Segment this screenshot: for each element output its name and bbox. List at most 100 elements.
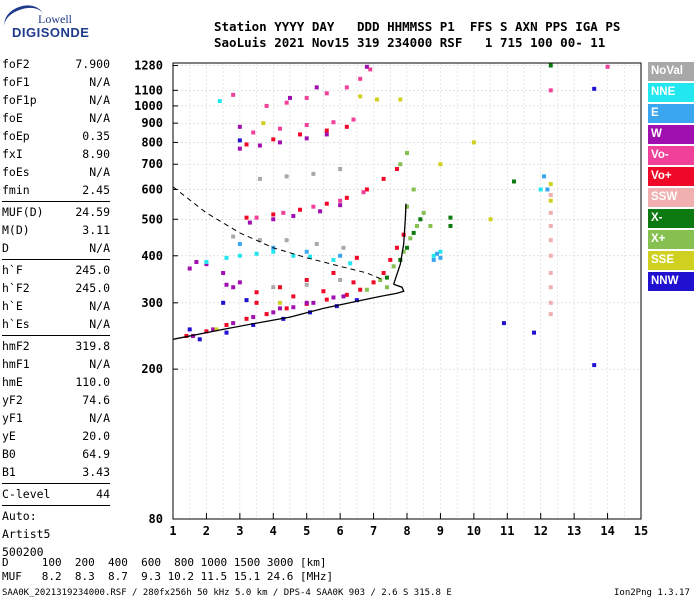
echo-point bbox=[501, 321, 506, 326]
param-separator bbox=[2, 483, 110, 484]
echo-point bbox=[548, 88, 553, 93]
echo-point bbox=[324, 297, 329, 302]
param-row: hmF2 319.8 bbox=[2, 337, 110, 355]
param-value: 74.6 bbox=[82, 393, 110, 407]
echo-point bbox=[237, 241, 242, 246]
echo-point bbox=[338, 253, 343, 258]
echo-point bbox=[361, 190, 366, 195]
echo-point bbox=[237, 124, 242, 129]
header-row-values: SaoLuis 2021 Nov15 319 234000 RSF 1 715 … bbox=[214, 35, 606, 50]
echo-point bbox=[354, 255, 359, 260]
param-name: h`E bbox=[2, 299, 23, 313]
param-name: MUF(D) bbox=[2, 205, 44, 219]
echo-point bbox=[224, 255, 229, 260]
param-value: 3.11 bbox=[82, 223, 110, 237]
param-value: N/A bbox=[89, 299, 110, 313]
auto-scaling-line1: Auto: bbox=[2, 509, 37, 523]
echo-point bbox=[548, 271, 553, 276]
echo-point bbox=[415, 223, 420, 228]
echo-point bbox=[421, 210, 426, 215]
echo-point bbox=[431, 257, 436, 262]
echo-point bbox=[341, 245, 346, 250]
electron-density-profile bbox=[172, 283, 405, 340]
echo-point bbox=[251, 315, 256, 320]
echo-point bbox=[548, 253, 553, 258]
echo-point bbox=[371, 280, 376, 285]
param-value: N/A bbox=[89, 93, 110, 107]
param-value: 20.0 bbox=[82, 429, 110, 443]
echo-point bbox=[405, 245, 409, 250]
echo-point bbox=[314, 241, 319, 246]
profile-upper-branch bbox=[392, 203, 407, 285]
footer-version: Ion2Png 1.3.17 bbox=[614, 588, 690, 598]
muf-distance-row: D 100 200 400 600 800 1000 1500 3000 [km… bbox=[2, 556, 327, 569]
echo-point bbox=[398, 257, 403, 262]
echo-point bbox=[244, 215, 249, 220]
echo-point bbox=[304, 300, 309, 305]
echo-point bbox=[548, 198, 553, 203]
echo-point bbox=[291, 305, 296, 310]
x-tick-label: 4 bbox=[270, 524, 277, 538]
echo-point bbox=[548, 193, 553, 198]
param-value: 110.0 bbox=[75, 375, 110, 389]
echo-point bbox=[398, 97, 403, 102]
echo-point bbox=[341, 294, 346, 299]
echo-point bbox=[304, 277, 309, 282]
param-value: N/A bbox=[89, 75, 110, 89]
echo-point bbox=[251, 130, 256, 135]
y-tick-label: 80 bbox=[149, 512, 163, 526]
param-row: D N/A bbox=[2, 239, 110, 257]
y-tick-label: 900 bbox=[141, 116, 163, 130]
legend-item: NNW bbox=[648, 272, 694, 291]
echo-point bbox=[384, 285, 389, 290]
legend-item: X+ bbox=[648, 230, 694, 249]
echo-point bbox=[298, 132, 303, 137]
footer-file-info: SAA0K_2021319234000.RSF / 280fx256h 50 k… bbox=[2, 588, 452, 598]
echo-point bbox=[318, 209, 323, 214]
echo-point bbox=[532, 330, 537, 335]
echo-point bbox=[257, 238, 262, 243]
y-tick-label: 600 bbox=[141, 182, 163, 196]
legend-item: Vo+ bbox=[648, 167, 694, 186]
param-separator bbox=[2, 335, 110, 336]
legend-item: SSW bbox=[648, 188, 694, 207]
echo-point bbox=[264, 103, 269, 108]
echo-point bbox=[257, 176, 262, 181]
param-name: M(D) bbox=[2, 223, 30, 237]
echo-point bbox=[378, 277, 383, 282]
param-value: 3.43 bbox=[82, 465, 110, 479]
echo-point bbox=[548, 63, 553, 68]
echo-point bbox=[548, 312, 553, 317]
echo-point bbox=[271, 137, 276, 142]
echo-point bbox=[411, 230, 416, 235]
param-name: foF1p bbox=[2, 93, 37, 107]
echo-point bbox=[381, 271, 386, 276]
echo-point bbox=[548, 300, 553, 305]
param-row: foF1 N/A bbox=[2, 73, 110, 91]
model-curve-dashed bbox=[172, 186, 384, 281]
echo-point bbox=[271, 310, 276, 315]
echo-point bbox=[304, 249, 309, 254]
param-value: 64.9 bbox=[82, 447, 110, 461]
echo-point bbox=[438, 255, 443, 260]
echo-point bbox=[284, 100, 289, 105]
echo-point bbox=[324, 132, 329, 137]
echo-point bbox=[291, 214, 296, 219]
x-tick-label: 6 bbox=[337, 524, 344, 538]
param-row: h`E N/A bbox=[2, 297, 110, 315]
x-tick-label: 9 bbox=[437, 524, 444, 538]
param-value: 44 bbox=[96, 487, 110, 501]
y-tick-label: 300 bbox=[141, 296, 163, 310]
param-value: 8.90 bbox=[82, 147, 110, 161]
echo-point bbox=[231, 234, 236, 239]
echo-point bbox=[368, 67, 373, 72]
param-name: foE bbox=[2, 111, 23, 125]
legend-item: SSE bbox=[648, 251, 694, 270]
legend-item: Vo- bbox=[648, 146, 694, 165]
header-row-labels: Station YYYY DAY DDD HHMMSS P1 FFS S AXN… bbox=[214, 19, 621, 34]
param-row: hmF1 N/A bbox=[2, 355, 110, 373]
echo-point bbox=[251, 322, 256, 327]
echo-point bbox=[298, 207, 303, 212]
echo-point bbox=[398, 162, 403, 167]
echo-point bbox=[435, 251, 440, 256]
